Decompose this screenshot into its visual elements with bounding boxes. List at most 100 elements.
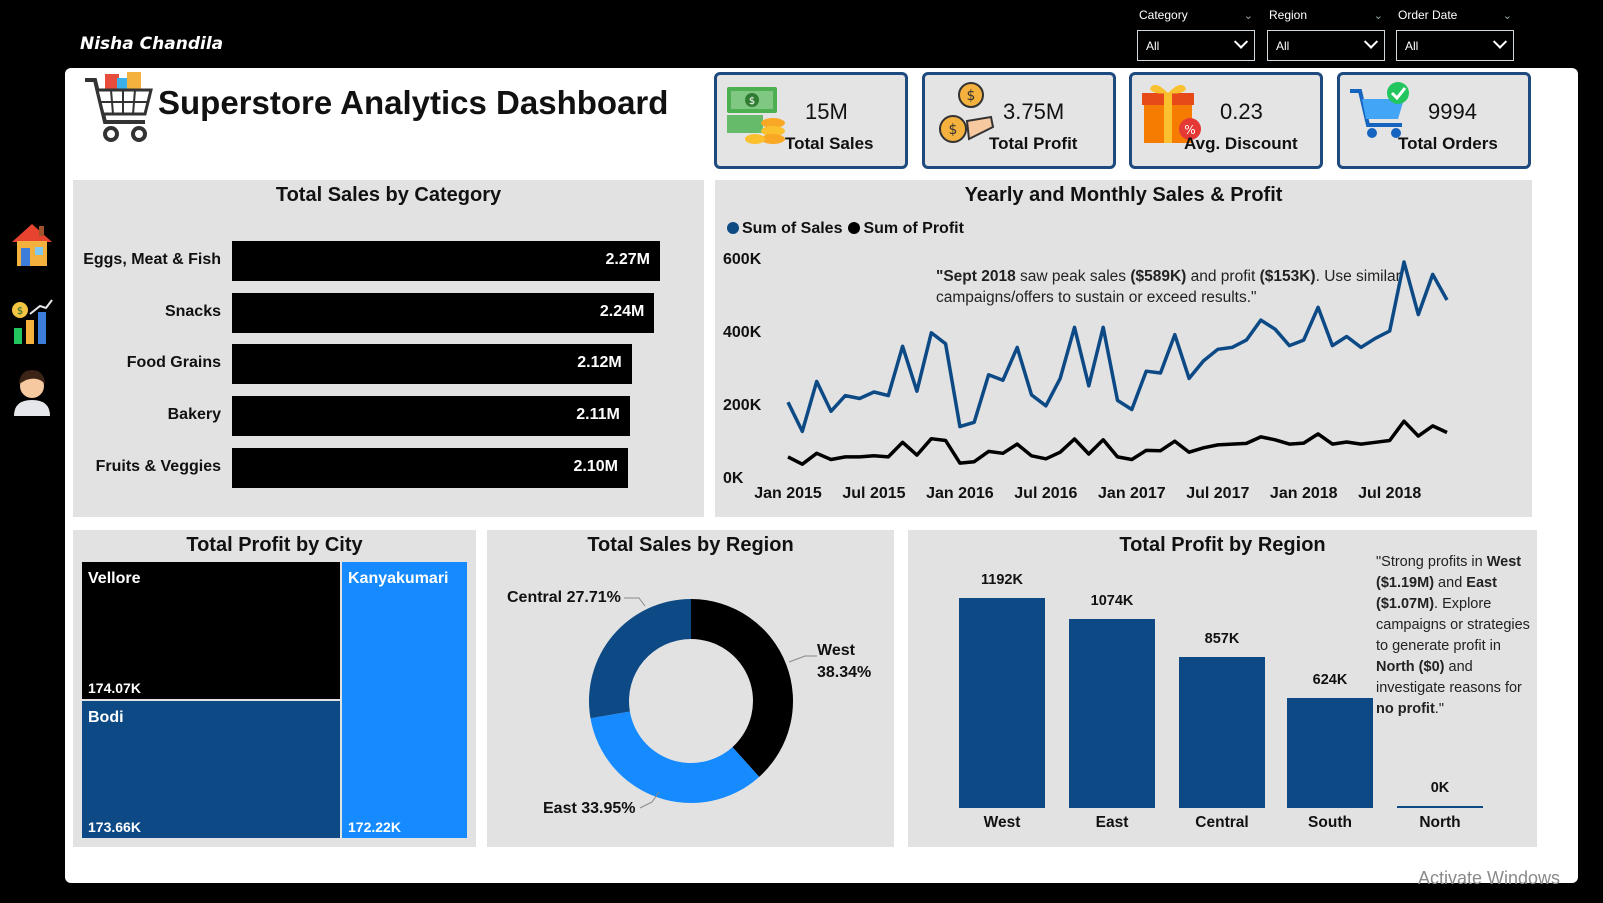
category-bar-row[interactable]: Eggs, Meat & Fish 2.27M bbox=[73, 241, 704, 281]
panel-title: Yearly and Monthly Sales & Profit bbox=[964, 184, 1283, 206]
category-filter[interactable]: Category ⌄ All bbox=[1137, 6, 1255, 61]
category-label: Bakery bbox=[167, 406, 221, 424]
svg-text:$: $ bbox=[967, 88, 976, 104]
tile-value: 172.22K bbox=[348, 819, 401, 835]
bar-value-label: 1074K bbox=[1090, 592, 1134, 609]
region-profit-panel[interactable]: Total Profit by Region 1192K West 1074K Eas… bbox=[908, 530, 1537, 847]
x-category-label: North bbox=[1419, 814, 1461, 831]
chevron-down-icon[interactable]: ⌄ bbox=[1373, 9, 1383, 22]
donut-slice-east bbox=[590, 711, 760, 803]
category-bar[interactable]: 2.27M bbox=[232, 241, 660, 281]
x-tick-label: Jan 2015 bbox=[754, 485, 822, 502]
category-bar[interactable]: 2.12M bbox=[232, 344, 632, 385]
annotation-text: ." bbox=[1434, 701, 1444, 717]
category-label: Fruits & Veggies bbox=[95, 457, 221, 475]
category-label: Snacks bbox=[164, 302, 221, 320]
x-category-label: South bbox=[1308, 814, 1352, 831]
trend-panel[interactable]: Yearly and Monthly Sales & Profit Sum of… bbox=[715, 180, 1532, 517]
category-filter-select[interactable]: All bbox=[1137, 30, 1255, 61]
category-label: Eggs, Meat & Fish bbox=[83, 251, 221, 268]
order-date-filter-select[interactable]: All bbox=[1396, 30, 1514, 61]
money-stack-icon: $ bbox=[727, 87, 785, 144]
annotation-text: and bbox=[1434, 575, 1467, 591]
legend-item-sales[interactable]: Sum of Sales bbox=[727, 220, 842, 238]
treemap-tile-vellore[interactable]: Vellore 174.07K bbox=[82, 562, 340, 699]
category-bar-row[interactable]: Snacks 2.24M bbox=[73, 292, 704, 333]
x-tick-label: Jan 2017 bbox=[1098, 485, 1166, 502]
annotation-text: ($153K) bbox=[1259, 268, 1316, 285]
region-profit-bar[interactable] bbox=[1069, 618, 1155, 808]
profit-line bbox=[787, 419, 1448, 466]
region-filter-value: All bbox=[1276, 38, 1290, 53]
kpi-value: 9994 bbox=[1428, 99, 1477, 124]
annotation-text: "Sept 2018 bbox=[936, 268, 1016, 285]
region-filter[interactable]: Region ⌄ All bbox=[1267, 6, 1385, 61]
x-tick-label: Jul 2018 bbox=[1358, 485, 1421, 502]
region-profit-bar[interactable] bbox=[1179, 657, 1265, 808]
legend-dot bbox=[848, 222, 861, 234]
treemap-tile-bodi[interactable]: Bodi 173.66K bbox=[82, 701, 340, 838]
bar-value-label: 1192K bbox=[981, 572, 1023, 588]
chart-legend[interactable]: Sum of Sales Sum of Profit bbox=[727, 220, 964, 238]
y-tick-label: 0K bbox=[723, 470, 744, 487]
kpi-card-total-profit[interactable]: $ $ 3.75M Total Profit bbox=[922, 72, 1116, 169]
kpi-card-avg-discount[interactable]: % 0.23 Avg. Discount bbox=[1129, 72, 1323, 169]
kpi-label: Total Profit bbox=[989, 134, 1078, 153]
annotation-text: . Explore campaigns or strategies to gen… bbox=[1376, 596, 1530, 654]
analytics-icon[interactable]: $ bbox=[8, 298, 56, 350]
chevron-down-icon bbox=[1492, 34, 1508, 49]
home-icon[interactable] bbox=[8, 218, 56, 270]
category-bar[interactable]: 2.10M bbox=[232, 447, 628, 488]
leader-line bbox=[788, 655, 817, 663]
tile-value: 173.66K bbox=[88, 819, 141, 835]
category-filter-value: All bbox=[1146, 38, 1160, 53]
x-tick-label: Jul 2016 bbox=[1014, 485, 1077, 502]
leader-line bbox=[639, 791, 660, 809]
svg-text:$: $ bbox=[749, 96, 755, 107]
line-chart: 0K 200K 400K 600K Jan 2015 Jul 2015 Jan 2016 Ju… bbox=[723, 251, 1449, 502]
region-profit-bar[interactable] bbox=[959, 598, 1045, 808]
order-date-filter[interactable]: Order Date ⌄ All bbox=[1396, 6, 1514, 61]
bar-value-label: 2.27M bbox=[605, 251, 650, 268]
region-profit-bar[interactable] bbox=[1397, 806, 1483, 808]
treemap-tile-kanyakumari[interactable]: Kanyakumari 172.22K bbox=[342, 562, 467, 838]
annotation-text: "Strong profits in bbox=[1376, 554, 1487, 570]
category-label: Food Grains bbox=[126, 354, 221, 372]
region-filter-label: Region bbox=[1269, 8, 1308, 22]
panel-title: Total Profit by Region bbox=[1119, 534, 1326, 556]
legend-item-profit[interactable]: Sum of Profit bbox=[848, 220, 964, 238]
bar-value-label: 2.10M bbox=[573, 457, 618, 475]
kpi-label: Avg. Discount bbox=[1184, 134, 1298, 153]
bar-value-label: 2.11M bbox=[576, 406, 620, 424]
category-sales-panel[interactable]: Total Sales by Category Eggs, Meat & Fis… bbox=[73, 180, 704, 517]
kpi-label: Total Sales bbox=[785, 134, 874, 153]
category-bar[interactable]: 2.11M bbox=[232, 396, 630, 437]
chevron-down-icon[interactable]: ⌄ bbox=[1243, 9, 1253, 22]
category-bar-row[interactable]: Fruits & Veggies 2.10M bbox=[73, 447, 704, 488]
region-profit-bar[interactable] bbox=[1287, 698, 1373, 808]
category-bar[interactable]: 2.24M bbox=[232, 292, 655, 333]
region-filter-select[interactable]: All bbox=[1267, 30, 1385, 61]
user-avatar-icon[interactable] bbox=[8, 364, 56, 416]
annotation-text: and investigate reasons for bbox=[1376, 659, 1522, 696]
y-tick-label: 200K bbox=[723, 397, 762, 414]
chevron-down-icon[interactable]: ⌄ bbox=[1502, 9, 1512, 22]
kpi-card-total-sales[interactable]: $ 15M Total Sales bbox=[714, 72, 908, 169]
svg-text:$: $ bbox=[949, 122, 958, 138]
legend-dot bbox=[727, 222, 739, 234]
region-sales-panel[interactable]: Total Sales by Region Central 27.71% Wes… bbox=[487, 530, 894, 847]
order-date-filter-label: Order Date bbox=[1398, 8, 1458, 22]
x-tick-label: Jan 2016 bbox=[926, 485, 994, 502]
legend-label: Sum of Sales bbox=[742, 220, 843, 237]
city-profit-panel[interactable]: Total Profit by City Vellore 174.07K Bod… bbox=[73, 530, 476, 847]
donut-slice-central bbox=[589, 599, 691, 719]
tile-name: Bodi bbox=[88, 709, 124, 726]
x-category-label: Central bbox=[1195, 814, 1249, 831]
kpi-value: 15M bbox=[805, 99, 848, 124]
category-bar-row[interactable]: Food Grains 2.12M bbox=[73, 344, 704, 385]
cart-check-icon bbox=[1350, 82, 1409, 138]
panel-title: Total Sales by Category bbox=[275, 184, 502, 206]
category-bar-row[interactable]: Bakery 2.11M bbox=[73, 396, 704, 437]
x-category-label: West bbox=[983, 814, 1021, 831]
kpi-card-total-orders[interactable]: 9994 Total Orders bbox=[1337, 72, 1531, 169]
